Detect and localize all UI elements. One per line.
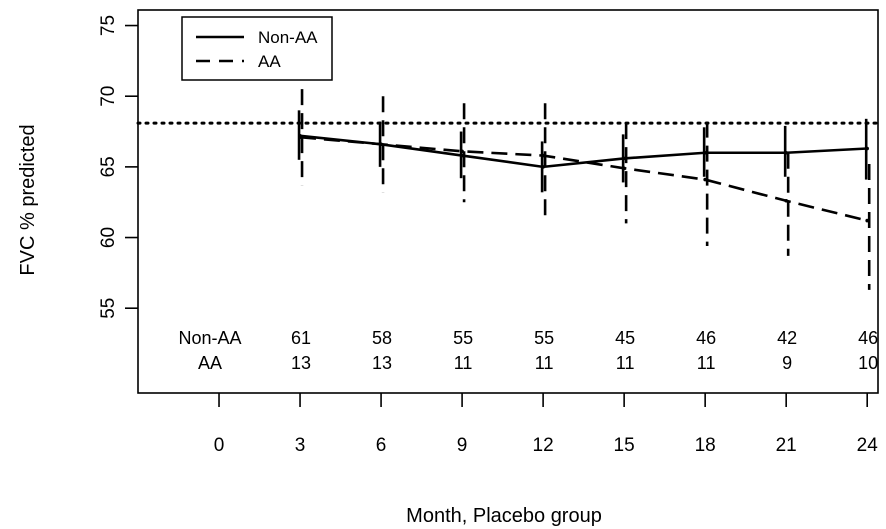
count-value: 61 xyxy=(291,328,311,348)
y-tick-label: 70 xyxy=(98,86,119,107)
x-tick-label: 9 xyxy=(457,435,468,456)
y-tick-label: 65 xyxy=(98,156,119,177)
data-point-aa xyxy=(622,166,626,171)
y-tick-label: 55 xyxy=(98,298,119,319)
axes: 0 3 6 9 12 15 18 21 24 55 60 65 70 75 xyxy=(98,15,878,456)
count-value: 11 xyxy=(535,353,554,373)
count-value: 46 xyxy=(858,328,878,348)
legend-box xyxy=(181,16,333,81)
count-value: 55 xyxy=(453,328,473,348)
x-tick-label: 12 xyxy=(533,435,554,456)
data-point-non-aa xyxy=(865,146,869,151)
data-point-aa xyxy=(460,149,464,154)
count-value: 9 xyxy=(782,353,792,373)
legend-label: Non-AA xyxy=(258,28,318,47)
x-tick-label: 15 xyxy=(614,435,635,456)
count-value: 55 xyxy=(534,328,554,348)
count-value: 58 xyxy=(372,328,392,348)
count-value: 11 xyxy=(616,353,635,373)
legend-label: AA xyxy=(258,52,281,71)
x-tick-label: 18 xyxy=(695,435,716,456)
plot-frame xyxy=(137,9,879,394)
x-tick-label: 0 xyxy=(214,435,225,456)
count-value: 10 xyxy=(858,353,878,373)
marks xyxy=(297,89,871,290)
data-point-aa xyxy=(379,142,383,147)
count-value: 42 xyxy=(777,328,797,348)
data-point-aa xyxy=(541,153,545,158)
x-axis-label: Month, Placebo group xyxy=(406,505,602,527)
legend: Non-AA AA xyxy=(181,16,333,81)
x-tick-label: 24 xyxy=(857,435,879,456)
y-axis-label: FVC % predicted xyxy=(17,124,39,275)
x-tick-label: 21 xyxy=(776,435,797,456)
count-value: 13 xyxy=(291,353,311,373)
x-tick-label: 3 xyxy=(295,435,306,456)
y-tick-label: 75 xyxy=(98,15,119,36)
counts-row-label: Non-AA xyxy=(178,328,241,348)
count-value: 11 xyxy=(454,353,473,373)
data-point-aa xyxy=(703,177,707,182)
series-line-aa xyxy=(299,135,868,222)
count-value: 46 xyxy=(696,328,716,348)
data-point-aa xyxy=(298,135,302,139)
count-value: 11 xyxy=(697,353,716,373)
data-point-aa xyxy=(784,198,788,203)
x-tick-label: 6 xyxy=(376,435,387,456)
y-tick-label: 60 xyxy=(98,227,119,248)
counts-row-label: AA xyxy=(198,353,222,373)
plot-area xyxy=(136,9,880,394)
data-point-aa xyxy=(865,218,869,223)
count-value: 45 xyxy=(615,328,635,348)
counts-table: Non-AA 61 58 55 55 45 46 42 46 AA 13 13 11 11 11 11 9 10 xyxy=(178,328,878,373)
count-value: 13 xyxy=(372,353,392,373)
series-line-non-aa xyxy=(299,134,868,169)
